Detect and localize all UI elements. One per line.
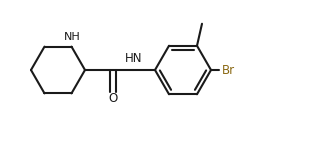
Text: O: O <box>108 93 118 105</box>
Text: NH: NH <box>64 32 81 42</box>
Text: HN: HN <box>125 52 143 65</box>
Text: Br: Br <box>222 63 234 76</box>
